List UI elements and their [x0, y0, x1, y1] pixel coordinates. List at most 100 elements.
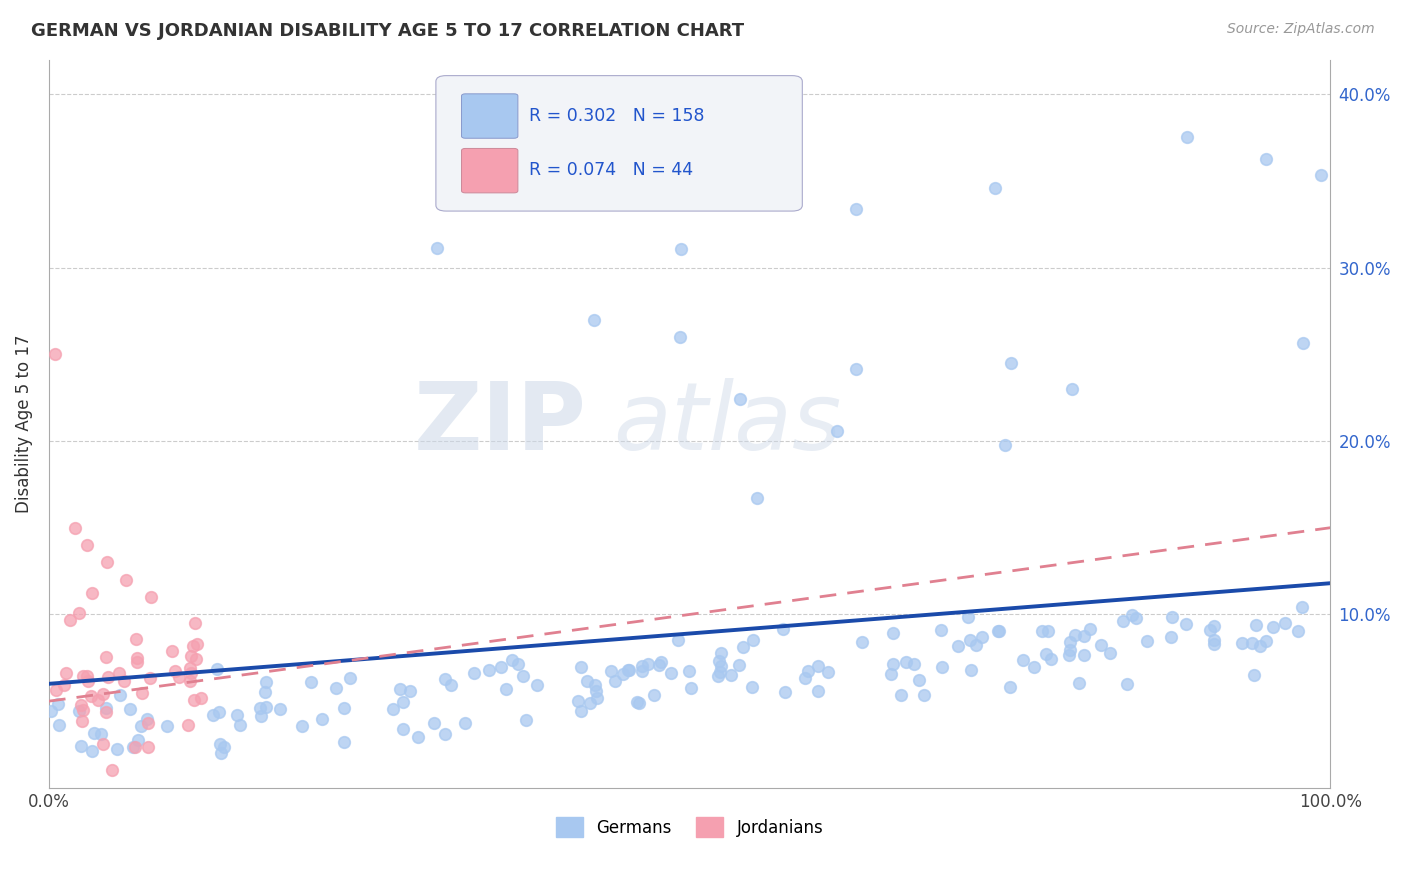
- Point: [1121, 607, 1143, 622]
- Point: [506, 657, 529, 671]
- Point: [845, 361, 868, 376]
- Point: [912, 688, 935, 702]
- Point: [183, 692, 205, 706]
- Point: [1292, 336, 1315, 351]
- Point: [1062, 382, 1084, 396]
- Point: [291, 719, 314, 733]
- Point: [631, 658, 654, 673]
- Legend: Germans, Jordanians: Germans, Jordanians: [548, 809, 831, 845]
- Point: [333, 701, 356, 715]
- Point: [398, 683, 420, 698]
- Point: [631, 664, 654, 678]
- Point: [679, 681, 702, 695]
- Point: [250, 709, 273, 723]
- Point: [1175, 129, 1198, 144]
- Point: [1199, 624, 1222, 638]
- Point: [82, 586, 104, 600]
- Point: [956, 610, 979, 624]
- Point: [1012, 653, 1035, 667]
- Point: [69, 698, 91, 712]
- Point: [59, 613, 82, 627]
- Point: [637, 657, 659, 671]
- Point: [311, 712, 333, 726]
- Point: [67, 704, 90, 718]
- Point: [1136, 634, 1159, 648]
- Point: [650, 655, 672, 669]
- Point: [433, 727, 456, 741]
- Point: [931, 660, 953, 674]
- Point: [45, 683, 67, 698]
- Point: [579, 696, 602, 710]
- Point: [180, 665, 202, 680]
- FancyBboxPatch shape: [461, 94, 517, 138]
- Point: [599, 664, 621, 678]
- Point: [965, 638, 987, 652]
- Point: [1099, 646, 1122, 660]
- Point: [988, 624, 1011, 639]
- Point: [825, 424, 848, 438]
- Point: [678, 664, 700, 678]
- Point: [583, 678, 606, 692]
- Point: [105, 741, 128, 756]
- Point: [202, 708, 225, 723]
- Point: [1256, 153, 1278, 167]
- Point: [214, 739, 236, 754]
- Point: [180, 648, 202, 663]
- Point: [710, 646, 733, 660]
- Point: [669, 242, 692, 256]
- Text: atlas: atlas: [613, 378, 841, 469]
- Point: [96, 556, 118, 570]
- Point: [707, 669, 730, 683]
- Point: [709, 665, 731, 680]
- Point: [389, 681, 412, 696]
- Point: [1000, 680, 1022, 694]
- Point: [794, 671, 817, 685]
- Point: [72, 714, 94, 728]
- Text: R = 0.302   N = 158: R = 0.302 N = 158: [530, 107, 704, 125]
- Point: [76, 538, 98, 552]
- Point: [1243, 668, 1265, 682]
- Point: [731, 640, 754, 654]
- Point: [82, 744, 104, 758]
- Point: [882, 625, 904, 640]
- Point: [710, 659, 733, 673]
- Point: [406, 730, 429, 744]
- Point: [617, 663, 640, 677]
- Point: [325, 681, 347, 695]
- Point: [1059, 648, 1081, 662]
- Point: [994, 437, 1017, 451]
- Point: [1059, 643, 1081, 657]
- Point: [880, 666, 903, 681]
- Point: [1073, 629, 1095, 643]
- Point: [392, 695, 415, 709]
- Point: [423, 716, 446, 731]
- Point: [882, 657, 904, 671]
- Point: [626, 694, 648, 708]
- Text: R = 0.074   N = 44: R = 0.074 N = 44: [530, 161, 693, 179]
- Point: [959, 663, 981, 677]
- Point: [96, 706, 118, 720]
- Point: [668, 329, 690, 343]
- Point: [96, 649, 118, 664]
- Point: [512, 669, 534, 683]
- Point: [1286, 624, 1309, 639]
- Point: [1160, 630, 1182, 644]
- Point: [526, 678, 548, 692]
- Point: [1125, 610, 1147, 624]
- Point: [253, 684, 276, 698]
- Point: [108, 689, 131, 703]
- Point: [208, 705, 231, 719]
- Point: [254, 700, 277, 714]
- Point: [959, 633, 981, 648]
- Point: [1040, 652, 1063, 666]
- Point: [39, 705, 62, 719]
- Point: [612, 667, 634, 681]
- Point: [63, 521, 86, 535]
- Point: [135, 712, 157, 726]
- Point: [76, 673, 98, 688]
- Point: [391, 722, 413, 736]
- Point: [101, 764, 124, 778]
- Point: [730, 392, 752, 406]
- Point: [576, 674, 599, 689]
- Point: [426, 241, 449, 255]
